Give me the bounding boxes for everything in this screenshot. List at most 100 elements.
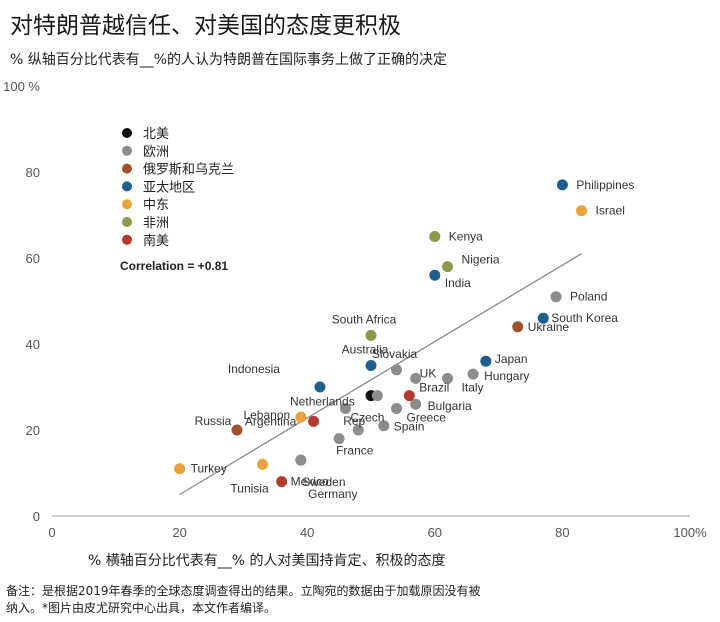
legend-marker: [122, 128, 132, 138]
x-tick-label: 40: [300, 525, 314, 540]
point-south-africa: [365, 329, 377, 341]
point-label: Netherlands: [290, 395, 355, 409]
point-label: Slovakia: [372, 347, 418, 361]
point-label: Philippines: [576, 178, 634, 192]
legend-label: 中东: [143, 198, 169, 213]
point-label: Spain: [394, 420, 425, 434]
correlation-annotation: Correlation = +0.81: [120, 259, 228, 273]
point-ukraine: [512, 321, 524, 333]
point-label: France: [336, 444, 374, 458]
point-label: Brazil: [419, 381, 449, 395]
point-label: Germany: [308, 487, 357, 501]
point-uk: [410, 372, 422, 384]
x-tick-label: 20: [172, 525, 186, 540]
point-label: Czech: [350, 411, 384, 425]
point-label: Indonesia: [228, 362, 280, 376]
point-argentina: [308, 415, 320, 427]
point-hungary: [467, 368, 479, 380]
point-india: [429, 269, 441, 281]
legend-label: 亚太地区: [143, 180, 195, 195]
point-japan: [480, 355, 492, 367]
point-label: Japan: [495, 352, 528, 366]
point-philippines: [556, 179, 568, 191]
point-czech: [339, 403, 351, 414]
point-label: UK: [420, 366, 437, 380]
point-label: Poland: [570, 290, 607, 304]
legend-marker: [122, 234, 132, 245]
x-axis-label: % 横轴百分比代表有__% 的人对美国持肯定、积极的态度: [88, 553, 446, 569]
x-tick-label: 100%: [673, 525, 707, 540]
point-label: Mexico: [291, 475, 329, 489]
page-title: 对特朗普越信任、对美国的态度更积极: [10, 13, 401, 39]
scatter-chart: 0 20 40 60 80 100% 0 20 40 60 80 100 % Poland Slovak…: [3, 79, 707, 540]
point-label: Argentina: [245, 414, 297, 428]
point-australia: [365, 360, 377, 371]
point-label: Israel: [596, 204, 625, 218]
point-netherlands: [371, 390, 383, 402]
regression-line: [179, 253, 582, 496]
legend-marker: [122, 181, 132, 192]
point-label: South Korea: [551, 311, 618, 325]
point-label: Hungary: [484, 369, 529, 383]
point-label: Russia: [195, 414, 232, 428]
point-label: India: [445, 276, 471, 290]
legend-label: 欧洲: [143, 145, 169, 160]
legend-label: 俄罗斯和乌克兰: [143, 162, 234, 178]
legend-marker: [122, 163, 132, 174]
legend-label: 北美: [143, 127, 169, 142]
point-poland: [550, 291, 562, 303]
point-turkey: [174, 463, 186, 475]
point-slovakia: [391, 364, 403, 376]
axes: 0 20 40 60 80 100% 0 20 40 60 80 100 %: [3, 79, 707, 540]
point-label: Turkey: [191, 462, 227, 476]
legend-marker: [122, 145, 132, 156]
point-south-korea: [537, 312, 549, 324]
y-tick-label: 20: [26, 423, 40, 438]
footnote: 备注：是根据2019年春季的全球态度调查得出的结果。立陶宛的数据由于加载原因没有…: [6, 584, 481, 615]
legend-marker: [122, 199, 132, 210]
point-label: Italy: [462, 380, 484, 394]
legend-label: 南美: [143, 233, 169, 249]
y-tick-label: 40: [26, 337, 40, 352]
point-label: South Africa: [332, 312, 397, 326]
point-france: [333, 433, 345, 445]
legend-marker: [122, 217, 132, 227]
point-spain: [378, 420, 390, 432]
y-tick-label: 0: [33, 509, 40, 524]
point-label: Nigeria: [462, 253, 500, 267]
point-germany: [295, 454, 307, 466]
data-points: [174, 179, 588, 488]
point-lebanon: [295, 411, 307, 423]
point-brazil: [403, 390, 415, 402]
point-greece: [391, 403, 403, 414]
y-tick-label: 80: [26, 165, 40, 180]
point-kenya: [429, 231, 441, 242]
x-tick-label: 60: [428, 525, 442, 540]
point-rep: [352, 424, 364, 436]
point-italy: [442, 372, 454, 384]
point-nigeria: [442, 261, 454, 273]
point-russia: [231, 424, 243, 436]
point-israel: [576, 205, 588, 217]
x-tick-label: 80: [555, 525, 569, 540]
point-label: Australia: [342, 343, 389, 357]
point-label: Tunisia: [230, 481, 269, 495]
point-mexico: [276, 476, 288, 488]
point-bulgaria: [410, 398, 422, 410]
point-indonesia: [314, 381, 326, 393]
y-tick-label: 60: [26, 251, 40, 266]
y-tick-label: 100 %: [3, 79, 40, 94]
x-tick-label: 0: [48, 525, 55, 540]
point-label: Rep: [343, 414, 365, 428]
regression-line-group: [179, 253, 582, 496]
legend-label: 非洲: [143, 216, 169, 231]
point-label: Lebanon: [243, 408, 290, 422]
chart-subtitle-y-label: % 纵轴百分比代表有__%的人认为特朗普在国际事务上做了正确的决定: [10, 52, 448, 68]
point-label: Ukraine: [528, 320, 570, 334]
point-label: Kenya: [449, 230, 483, 244]
point-label: Sweden: [302, 475, 345, 489]
point-label: Bulgaria: [428, 399, 472, 413]
point-label: Greece: [407, 411, 447, 425]
